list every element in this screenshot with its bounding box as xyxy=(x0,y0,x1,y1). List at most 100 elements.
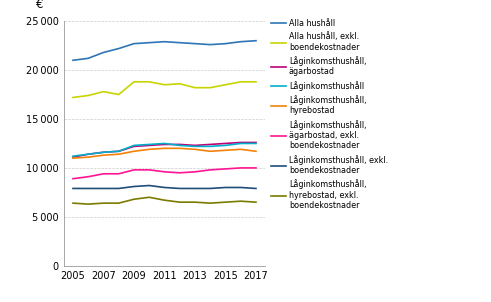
Låginkomsthushåll,
hyrebostad xyxy=(101,153,107,157)
Alla hushåll, exkl.
boendekostnader xyxy=(131,80,137,84)
Låginkomsthushåll xyxy=(116,149,122,153)
Alla hushåll, exkl.
boendekostnader xyxy=(253,80,259,84)
Låginkomsthushåll,
hyrebostad xyxy=(222,149,228,152)
Låginkomsthushåll,
ägarbostad xyxy=(222,142,228,145)
Låginkomsthushåll,
hyrebostad, exkl.
boendekostnader xyxy=(253,200,259,204)
Alla hushåll xyxy=(85,56,91,60)
Låginkomsthushåll,
ägarbostad xyxy=(238,141,244,144)
Line: Låginkomsthushåll, exkl.
boendekostnader: Låginkomsthushåll, exkl. boendekostnader xyxy=(73,185,256,188)
Låginkomsthushåll xyxy=(238,142,244,145)
Låginkomsthushåll, exkl.
boendekostnader xyxy=(146,184,152,187)
Alla hushåll xyxy=(238,40,244,43)
Låginkomsthushåll xyxy=(222,143,228,147)
Låginkomsthushåll,
ägarbostad xyxy=(101,150,107,154)
Låginkomsthushåll,
ägarbostad, exkl.
boendekostnader xyxy=(70,177,76,181)
Alla hushåll, exkl.
boendekostnader xyxy=(162,83,167,87)
Låginkomsthushåll,
hyrebostad, exkl.
boendekostnader xyxy=(146,195,152,199)
Låginkomsthushåll, exkl.
boendekostnader xyxy=(70,187,76,190)
Låginkomsthushåll,
ägarbostad, exkl.
boendekostnader xyxy=(162,170,167,174)
Alla hushåll, exkl.
boendekostnader xyxy=(116,93,122,96)
Alla hushåll xyxy=(162,40,167,43)
Låginkomsthushåll xyxy=(192,145,198,148)
Alla hushåll xyxy=(116,47,122,50)
Alla hushåll xyxy=(146,41,152,44)
Låginkomsthushåll,
hyrebostad, exkl.
boendekostnader xyxy=(207,201,213,205)
Låginkomsthushåll,
hyrebostad, exkl.
boendekostnader xyxy=(101,201,107,205)
Låginkomsthushåll,
ägarbostad, exkl.
boendekostnader xyxy=(222,167,228,171)
Låginkomsthushåll,
ägarbostad, exkl.
boendekostnader xyxy=(116,172,122,175)
Låginkomsthushåll,
hyrebostad, exkl.
boendekostnader xyxy=(131,198,137,201)
Alla hushåll, exkl.
boendekostnader xyxy=(177,82,183,85)
Låginkomsthushåll,
ägarbostad xyxy=(70,155,76,159)
Låginkomsthushåll,
hyrebostad, exkl.
boendekostnader xyxy=(238,199,244,203)
Låginkomsthushåll, exkl.
boendekostnader xyxy=(238,186,244,189)
Line: Låginkomsthushåll,
hyrebostad: Låginkomsthushåll, hyrebostad xyxy=(73,148,256,158)
Låginkomsthushåll,
hyrebostad xyxy=(253,149,259,153)
Alla hushåll xyxy=(222,42,228,46)
Låginkomsthushåll,
ägarbostad, exkl.
boendekostnader xyxy=(207,168,213,172)
Låginkomsthushåll, exkl.
boendekostnader xyxy=(116,187,122,190)
Låginkomsthushåll,
ägarbostad xyxy=(177,143,183,146)
Låginkomsthushåll,
hyrebostad, exkl.
boendekostnader xyxy=(177,200,183,204)
Låginkomsthushåll,
hyrebostad xyxy=(177,146,183,150)
Låginkomsthushåll xyxy=(253,142,259,145)
Alla hushåll xyxy=(177,41,183,44)
Låginkomsthushåll,
hyrebostad, exkl.
boendekostnader xyxy=(116,201,122,205)
Låginkomsthushåll,
ägarbostad, exkl.
boendekostnader xyxy=(238,166,244,170)
Låginkomsthushåll,
hyrebostad xyxy=(192,147,198,151)
Alla hushåll, exkl.
boendekostnader xyxy=(238,80,244,84)
Alla hushåll, exkl.
boendekostnader xyxy=(101,90,107,93)
Låginkomsthushåll,
ägarbostad, exkl.
boendekostnader xyxy=(146,168,152,172)
Låginkomsthushåll,
ägarbostad, exkl.
boendekostnader xyxy=(101,172,107,175)
Låginkomsthushåll,
ägarbostad, exkl.
boendekostnader xyxy=(177,171,183,175)
Line: Alla hushåll, exkl.
boendekostnader: Alla hushåll, exkl. boendekostnader xyxy=(73,82,256,98)
Låginkomsthushåll,
hyrebostad xyxy=(162,146,167,150)
Låginkomsthushåll,
hyrebostad xyxy=(131,149,137,153)
Alla hushåll, exkl.
boendekostnader xyxy=(85,94,91,97)
Alla hushåll xyxy=(207,43,213,47)
Låginkomsthushåll xyxy=(70,154,76,158)
Låginkomsthushåll xyxy=(146,143,152,146)
Låginkomsthushåll,
ägarbostad, exkl.
boendekostnader xyxy=(192,170,198,174)
Låginkomsthushåll,
ägarbostad xyxy=(207,143,213,146)
Låginkomsthushåll,
ägarbostad xyxy=(253,141,259,144)
Låginkomsthushåll, exkl.
boendekostnader xyxy=(207,187,213,190)
Låginkomsthushåll,
ägarbostad xyxy=(192,143,198,147)
Alla hushåll xyxy=(131,42,137,46)
Alla hushåll xyxy=(192,42,198,46)
Låginkomsthushåll,
ägarbostad, exkl.
boendekostnader xyxy=(253,166,259,170)
Låginkomsthushåll,
hyrebostad, exkl.
boendekostnader xyxy=(70,201,76,205)
Alla hushåll, exkl.
boendekostnader xyxy=(146,80,152,84)
Låginkomsthushåll, exkl.
boendekostnader xyxy=(131,185,137,188)
Låginkomsthushåll xyxy=(85,153,91,156)
Alla hushåll, exkl.
boendekostnader xyxy=(207,86,213,89)
Låginkomsthushåll,
hyrebostad, exkl.
boendekostnader xyxy=(85,202,91,206)
Låginkomsthushåll,
ägarbostad xyxy=(162,143,167,146)
Låginkomsthushåll, exkl.
boendekostnader xyxy=(192,187,198,190)
Alla hushåll xyxy=(70,59,76,62)
Låginkomsthushåll, exkl.
boendekostnader xyxy=(253,187,259,190)
Låginkomsthushåll,
ägarbostad xyxy=(85,153,91,156)
Alla hushåll, exkl.
boendekostnader xyxy=(70,96,76,99)
Låginkomsthushåll,
hyrebostad xyxy=(238,147,244,151)
Line: Alla hushåll: Alla hushåll xyxy=(73,41,256,60)
Låginkomsthushåll xyxy=(101,150,107,154)
Alla hushåll xyxy=(101,51,107,54)
Låginkomsthushåll, exkl.
boendekostnader xyxy=(177,187,183,190)
Låginkomsthushåll,
hyrebostad xyxy=(207,149,213,153)
Låginkomsthushåll xyxy=(207,145,213,148)
Låginkomsthushåll,
hyrebostad, exkl.
boendekostnader xyxy=(222,200,228,204)
Line: Låginkomsthushåll,
hyrebostad, exkl.
boendekostnader: Låginkomsthushåll, hyrebostad, exkl. boe… xyxy=(73,197,256,204)
Låginkomsthushåll,
hyrebostad xyxy=(146,147,152,151)
Alla hushåll, exkl.
boendekostnader xyxy=(222,83,228,87)
Låginkomsthushåll,
hyrebostad, exkl.
boendekostnader xyxy=(162,198,167,202)
Låginkomsthushåll,
hyrebostad xyxy=(70,156,76,160)
Låginkomsthushåll,
ägarbostad xyxy=(146,143,152,147)
Line: Låginkomsthushåll,
ägarbostad, exkl.
boendekostnader: Låginkomsthushåll, ägarbostad, exkl. boe… xyxy=(73,168,256,179)
Låginkomsthushåll,
ägarbostad xyxy=(116,149,122,153)
Låginkomsthushåll,
hyrebostad xyxy=(116,153,122,156)
Låginkomsthushåll, exkl.
boendekostnader xyxy=(162,186,167,189)
Alla hushåll, exkl.
boendekostnader xyxy=(192,86,198,89)
Y-axis label: €: € xyxy=(36,0,43,11)
Låginkomsthushåll xyxy=(177,143,183,147)
